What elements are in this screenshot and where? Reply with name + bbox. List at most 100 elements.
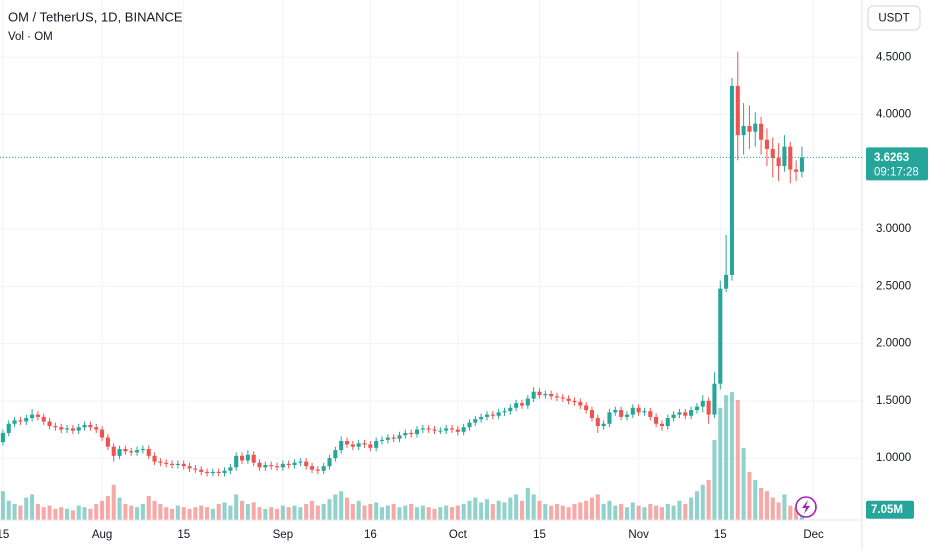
volume-bar [694, 491, 699, 520]
last-volume-tag [866, 500, 914, 519]
volume-bar [630, 502, 635, 520]
volume-bar [613, 505, 618, 520]
volume-bar [193, 507, 198, 520]
x-tick-label: Aug [92, 529, 112, 541]
volume-bar [94, 504, 99, 520]
candle-body [409, 432, 414, 435]
currency-label[interactable]: USDT [878, 13, 909, 25]
candle-body [724, 274, 729, 289]
candle-body [24, 418, 29, 422]
candle-body [449, 428, 455, 430]
candle-body [502, 411, 507, 413]
volume-bar [356, 500, 361, 520]
volume-bar [584, 500, 589, 520]
volume-bar [228, 505, 233, 520]
candle-body [111, 446, 116, 456]
volume-bar [706, 480, 711, 520]
candle-body [683, 412, 688, 416]
candle-body [729, 85, 734, 275]
volume-bar [770, 497, 775, 520]
volume-bar [473, 497, 478, 520]
candle-body [537, 391, 542, 396]
candle-body [589, 410, 595, 419]
volume-bar [578, 502, 583, 520]
volume-bar [181, 507, 186, 520]
candle-body [164, 462, 169, 464]
candle-body [531, 391, 536, 399]
volume-pane [0, 392, 804, 520]
candle-body [146, 448, 151, 456]
volume-bar [152, 500, 157, 520]
alert-icon[interactable] [795, 496, 817, 518]
volume-bar [257, 507, 262, 520]
volume-bar [53, 508, 58, 520]
volume-bar [315, 505, 320, 520]
candle-body [344, 440, 350, 445]
volume-bar [263, 508, 268, 520]
volume-bar [432, 508, 437, 520]
candle-body [799, 157, 804, 172]
volume-bar [654, 505, 659, 520]
volume-bar [216, 504, 221, 520]
y-tick-label: 2.0000 [876, 338, 911, 350]
candle-body [700, 400, 705, 407]
volume-bar [776, 502, 781, 520]
candle-body [286, 463, 291, 466]
volume-bar [747, 472, 752, 520]
volume-bar [100, 500, 105, 520]
candle-body [496, 412, 501, 416]
candle-body [94, 427, 99, 430]
candle-body [473, 419, 478, 423]
volume-bar [554, 504, 560, 520]
volume-bar [344, 497, 350, 520]
volume-bar [560, 505, 565, 520]
volume-bar [245, 504, 250, 520]
volume-bar [665, 504, 670, 520]
volume-bar [636, 505, 641, 520]
candle-body [484, 414, 490, 417]
candle-body [566, 398, 571, 401]
last-volume-label: 7.05M [871, 504, 903, 516]
volume-bar [158, 504, 163, 520]
candle-body [619, 410, 624, 417]
volume-bar [140, 504, 145, 520]
candle-body [47, 421, 52, 427]
candle-body [403, 432, 408, 436]
volume-bar [286, 507, 291, 520]
y-tick-label: 4.0000 [876, 109, 911, 121]
candle-body [391, 437, 396, 439]
candle-body [519, 403, 525, 406]
candle-body [770, 148, 775, 159]
candle-body [304, 461, 309, 467]
volume-bar [117, 497, 122, 520]
candle-body [753, 123, 758, 132]
candle-body [379, 439, 385, 441]
x-tick-label: Nov [628, 529, 649, 541]
volume-bar [700, 484, 705, 520]
candle-body [782, 146, 787, 167]
candle-body [82, 424, 87, 428]
y-tick-label: 4.5000 [876, 51, 911, 63]
volume-bar [659, 507, 664, 520]
volume-bar [525, 488, 530, 520]
candle-body [776, 158, 781, 167]
volume-bar [0, 491, 5, 520]
candle-body [624, 414, 630, 417]
volume-bar [449, 507, 455, 520]
volume-bar [531, 494, 536, 520]
candle-body [659, 423, 664, 427]
candle-body [444, 428, 449, 431]
volume-bar [764, 491, 769, 520]
currency-button[interactable] [867, 5, 921, 31]
candle-body [65, 428, 70, 430]
candle-body [298, 461, 303, 463]
candle-body [490, 414, 495, 416]
volume-bar [502, 502, 507, 520]
last-price-tag [866, 147, 928, 181]
volume-bar [718, 408, 723, 520]
volume-bar [724, 395, 729, 520]
volume-bar [735, 400, 740, 520]
volume-bar [269, 507, 274, 520]
volume-bar [12, 504, 17, 520]
volume-bar [129, 505, 134, 520]
